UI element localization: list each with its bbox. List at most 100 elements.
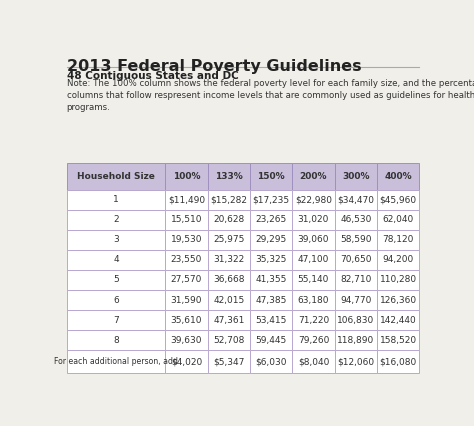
Text: 48 Contiguous States and DC: 48 Contiguous States and DC: [66, 71, 238, 81]
Text: 79,260: 79,260: [298, 336, 329, 345]
Text: 70,650: 70,650: [340, 256, 372, 265]
Text: 62,040: 62,040: [383, 215, 414, 225]
Bar: [66, 190, 165, 210]
Text: $34,470: $34,470: [337, 195, 374, 204]
Bar: [66, 270, 165, 290]
Text: 1: 1: [113, 195, 119, 204]
Bar: [377, 163, 419, 190]
Text: 2013 Federal Poverty Guidelines: 2013 Federal Poverty Guidelines: [66, 59, 361, 74]
Bar: [250, 290, 292, 310]
Bar: [66, 250, 165, 270]
Text: 35,325: 35,325: [255, 256, 287, 265]
Bar: [377, 330, 419, 350]
Bar: [377, 210, 419, 230]
Bar: [292, 310, 335, 330]
Bar: [165, 330, 208, 350]
Bar: [377, 270, 419, 290]
Bar: [208, 310, 250, 330]
Bar: [208, 163, 250, 190]
Bar: [335, 163, 377, 190]
Text: 27,570: 27,570: [171, 276, 202, 285]
Text: 46,530: 46,530: [340, 215, 372, 225]
Bar: [292, 330, 335, 350]
Bar: [292, 270, 335, 290]
Text: 5: 5: [113, 276, 119, 285]
Text: For each additional person, add: For each additional person, add: [54, 357, 178, 366]
Bar: [66, 310, 165, 330]
Bar: [292, 350, 335, 373]
Bar: [250, 310, 292, 330]
Bar: [250, 330, 292, 350]
Text: 19,530: 19,530: [171, 235, 202, 245]
Bar: [335, 330, 377, 350]
Bar: [66, 230, 165, 250]
Bar: [292, 163, 335, 190]
Text: 42,015: 42,015: [213, 296, 245, 305]
Text: 94,770: 94,770: [340, 296, 372, 305]
Text: $4,020: $4,020: [171, 357, 202, 366]
Text: 118,890: 118,890: [337, 336, 374, 345]
Text: $6,030: $6,030: [255, 357, 287, 366]
Text: $16,080: $16,080: [380, 357, 417, 366]
Text: 39,060: 39,060: [298, 235, 329, 245]
Bar: [250, 230, 292, 250]
Text: Household Size: Household Size: [77, 172, 155, 181]
Bar: [165, 210, 208, 230]
Text: 6: 6: [113, 296, 119, 305]
Text: $15,282: $15,282: [210, 195, 247, 204]
Text: 29,295: 29,295: [255, 235, 287, 245]
Text: 23,265: 23,265: [255, 215, 287, 225]
Text: 55,140: 55,140: [298, 276, 329, 285]
Text: 150%: 150%: [257, 172, 285, 181]
Text: 8: 8: [113, 336, 119, 345]
Text: 31,322: 31,322: [213, 256, 245, 265]
Text: 47,385: 47,385: [255, 296, 287, 305]
Bar: [66, 290, 165, 310]
Text: 142,440: 142,440: [380, 316, 417, 325]
Text: 300%: 300%: [342, 172, 370, 181]
Bar: [66, 210, 165, 230]
Bar: [66, 350, 165, 373]
Text: 400%: 400%: [384, 172, 412, 181]
Bar: [250, 270, 292, 290]
Text: $17,235: $17,235: [253, 195, 290, 204]
Text: 200%: 200%: [300, 172, 327, 181]
Bar: [292, 290, 335, 310]
Bar: [165, 230, 208, 250]
Text: 7: 7: [113, 316, 119, 325]
Bar: [335, 230, 377, 250]
Bar: [335, 270, 377, 290]
Bar: [208, 270, 250, 290]
Bar: [292, 190, 335, 210]
Bar: [66, 330, 165, 350]
Text: 59,445: 59,445: [255, 336, 287, 345]
Bar: [165, 310, 208, 330]
Bar: [208, 230, 250, 250]
Bar: [377, 350, 419, 373]
Text: 15,510: 15,510: [171, 215, 202, 225]
Bar: [208, 330, 250, 350]
Bar: [208, 290, 250, 310]
Text: 100%: 100%: [173, 172, 200, 181]
Text: 53,415: 53,415: [255, 316, 287, 325]
Text: 41,355: 41,355: [255, 276, 287, 285]
Bar: [335, 290, 377, 310]
Bar: [165, 250, 208, 270]
Text: 36,668: 36,668: [213, 276, 245, 285]
Text: 82,710: 82,710: [340, 276, 372, 285]
Text: 39,630: 39,630: [171, 336, 202, 345]
Text: 35,610: 35,610: [171, 316, 202, 325]
Text: 78,120: 78,120: [383, 235, 414, 245]
Bar: [250, 163, 292, 190]
Text: 23,550: 23,550: [171, 256, 202, 265]
Bar: [335, 250, 377, 270]
Text: 71,220: 71,220: [298, 316, 329, 325]
Text: 47,361: 47,361: [213, 316, 245, 325]
Bar: [250, 210, 292, 230]
Text: 126,360: 126,360: [380, 296, 417, 305]
Bar: [335, 210, 377, 230]
Text: 63,180: 63,180: [298, 296, 329, 305]
Text: 94,200: 94,200: [383, 256, 414, 265]
Bar: [250, 190, 292, 210]
Bar: [292, 250, 335, 270]
